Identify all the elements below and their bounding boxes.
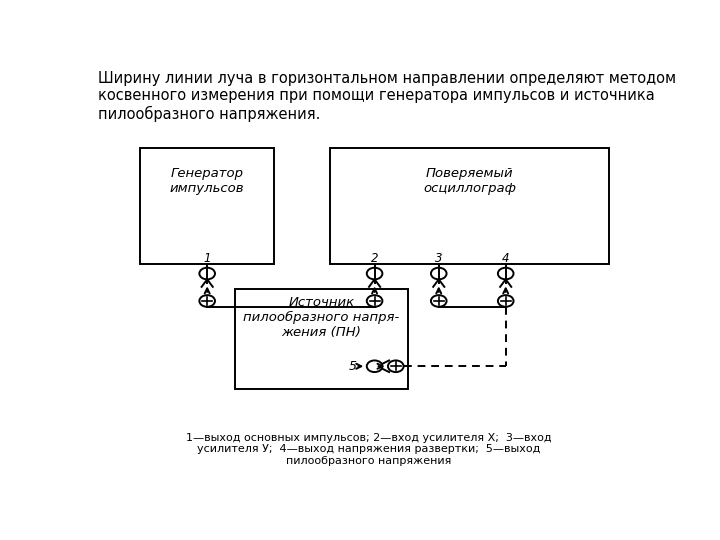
Text: 3: 3 (435, 252, 443, 265)
Text: 2: 2 (371, 252, 378, 265)
Bar (235, 289, 408, 389)
Text: 4: 4 (502, 252, 510, 265)
Text: Источник
пилообразного напря-
жения (ПН): Источник пилообразного напря- жения (ПН) (243, 296, 400, 339)
Text: Генератор
импульсов: Генератор импульсов (170, 166, 244, 194)
Bar (330, 148, 609, 265)
Text: Поверяемый
осциллограф: Поверяемый осциллограф (423, 166, 516, 194)
Text: Ширину линии луча в горизонтальном направлении определяют методом
косвенного изм: Ширину линии луча в горизонтальном напра… (99, 71, 677, 122)
Text: 1—выход основных импульсов; 2—вход усилителя Х;  3—вход
усилителя У;  4—выход на: 1—выход основных импульсов; 2—вход усили… (186, 433, 552, 466)
Text: 1: 1 (204, 252, 211, 265)
Bar (140, 148, 274, 265)
Text: 5: 5 (348, 360, 356, 373)
